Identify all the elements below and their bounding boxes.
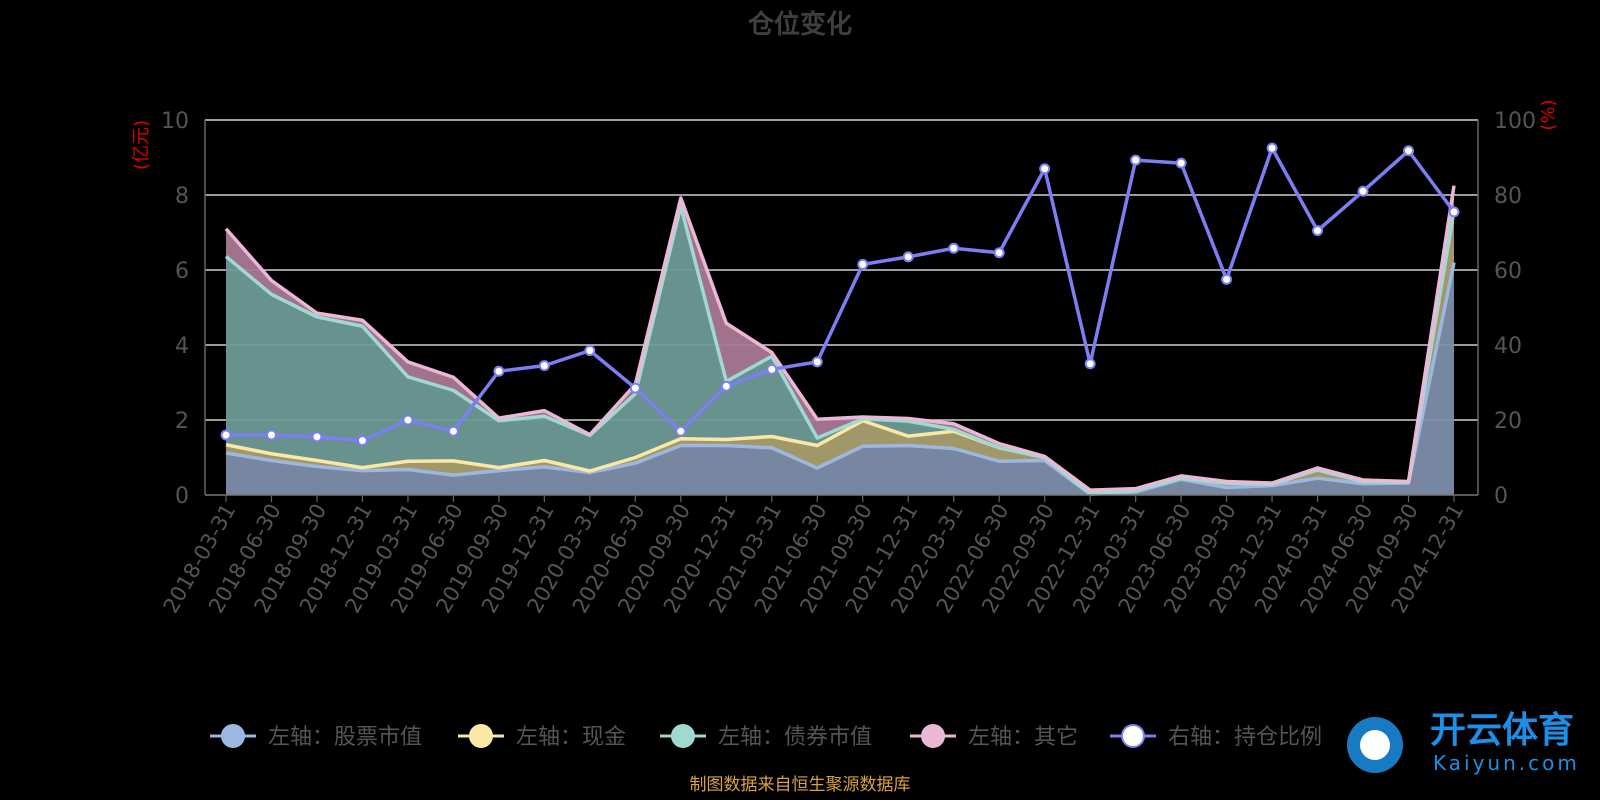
holding-ratio-point (811, 356, 823, 368)
legend-marker-icon (671, 724, 695, 748)
legend-marker-icon (221, 724, 245, 748)
holding-ratio-point (1448, 206, 1460, 218)
watermark-logo: 开云体育 Kaiyun.com (1347, 710, 1580, 775)
holding-ratio-point (493, 365, 505, 377)
left-axis-unit: (亿元) (131, 120, 152, 170)
soccer-ball-inner (1360, 730, 1390, 760)
left-axis-tick-label: 10 (161, 109, 189, 134)
watermark-text: 开云体育 (1430, 710, 1574, 751)
legend: 左轴：股票市值 左轴：现金 左轴：债券市值 左轴：其它 右轴：持仓比例 (210, 724, 1322, 750)
holding-ratio-point (538, 360, 550, 372)
holding-ratio-point (356, 435, 368, 447)
holding-ratio-point (993, 247, 1005, 259)
holding-ratio-point (447, 425, 459, 437)
holding-ratio-point (766, 363, 778, 375)
right-axis-tick-label: 100 (1494, 109, 1536, 134)
series-line-4 (224, 185, 1456, 492)
holding-ratio-point (720, 380, 732, 392)
holding-ratio-point (1130, 154, 1142, 166)
holding-ratio-point (1084, 358, 1096, 370)
right-axis-tick-label: 40 (1494, 334, 1522, 359)
right-axis-unit: (%) (1538, 99, 1559, 130)
holding-ratio-point (311, 431, 323, 443)
legend-marker-icon (1121, 724, 1145, 748)
legend-label: 左轴：现金 (516, 725, 626, 750)
right-axis-tick-label: 0 (1494, 484, 1508, 509)
holding-ratio-point (1312, 225, 1324, 237)
right-axis-tick-label: 60 (1494, 259, 1522, 284)
legend-label: 左轴：债券市值 (718, 725, 872, 750)
left-axis-tick-label: 0 (175, 484, 189, 509)
chart-title: 仓位变化 (747, 9, 852, 40)
legend-marker-icon (469, 724, 493, 748)
legend-label: 左轴：股票市值 (268, 725, 422, 750)
holding-ratio-point (402, 414, 414, 426)
data-source-note: 制图数据来自恒生聚源数据库 (690, 775, 911, 795)
holding-ratio-point (265, 429, 277, 441)
watermark-subtext: Kaiyun.com (1433, 751, 1580, 775)
holding-ratio-point (629, 382, 641, 394)
holding-ratio-point (857, 258, 869, 270)
left-axis-tick-label: 6 (175, 259, 189, 284)
series-lines (220, 142, 1460, 496)
stacked-areas (226, 185, 1454, 495)
holding-ratio-point (902, 251, 914, 263)
area-3 (226, 206, 1454, 494)
holding-ratio-point (1403, 145, 1415, 157)
holding-ratio-point (1221, 273, 1233, 285)
series-line-1 (225, 262, 1456, 496)
holding-ratio-point (675, 425, 687, 437)
right-axis-tick-label: 20 (1494, 409, 1522, 434)
area-1 (226, 262, 1454, 495)
right-axis-tick-label: 80 (1494, 184, 1522, 209)
holding-ratio-point (1357, 185, 1369, 197)
left-axis-tick-label: 2 (175, 409, 189, 434)
holding-ratio-point (1266, 142, 1278, 154)
holding-ratio-point (948, 242, 960, 254)
gridlines (205, 119, 1478, 421)
legend-marker-icon (921, 724, 945, 748)
holding-ratio-point (1175, 157, 1187, 169)
holding-ratio-point (584, 345, 596, 357)
holding-ratio-point (1039, 163, 1051, 175)
left-axis-tick-label: 8 (175, 184, 189, 209)
legend-label: 左轴：其它 (968, 725, 1078, 750)
legend-label: 右轴：持仓比例 (1168, 725, 1322, 750)
left-axis-tick-label: 4 (175, 334, 189, 359)
holding-ratio-point (220, 429, 232, 441)
holding-ratio-line (226, 146, 1456, 443)
